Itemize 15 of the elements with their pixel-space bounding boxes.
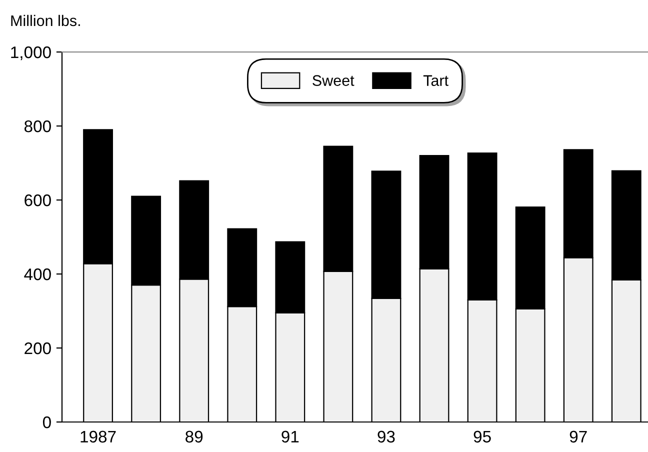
y-tick-label: 1,000 <box>11 46 51 60</box>
x-tick-label: 89 <box>186 430 203 443</box>
y-tick-label: 400 <box>24 268 51 280</box>
y-tick-label: 0 <box>42 416 51 428</box>
x-tick-label: 1987 <box>80 430 116 443</box>
y-axis-title: Million lbs. <box>11 14 80 26</box>
x-tick-label: 91 <box>282 430 299 443</box>
x-tick-label: 93 <box>378 430 395 443</box>
y-tick-label: 800 <box>24 120 51 132</box>
x-tick-label: 95 <box>474 430 491 443</box>
y-tick-label: 200 <box>24 342 51 354</box>
legend-label: Tart <box>423 75 448 86</box>
y-tick-label: 600 <box>24 194 51 206</box>
x-tick-label: 97 <box>570 430 587 443</box>
legend-label: Sweet <box>312 75 354 86</box>
